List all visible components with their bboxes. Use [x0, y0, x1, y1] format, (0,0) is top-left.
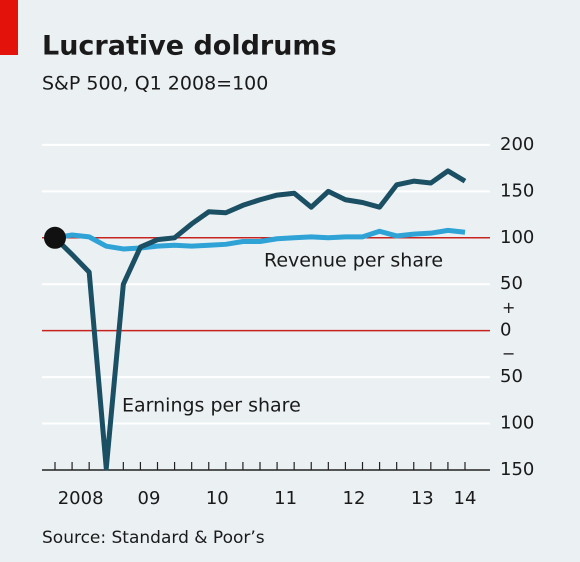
- x-tick-label: 09: [138, 488, 161, 509]
- zero-minus: −: [502, 344, 515, 363]
- y-tick-label: 100: [500, 227, 534, 248]
- source: Source: Standard & Poor’s: [42, 528, 265, 548]
- series-line: [53, 168, 467, 471]
- series-label: Earnings per share: [122, 395, 301, 417]
- zero-plus: +: [502, 298, 515, 317]
- y-tick-label: 150: [500, 180, 534, 201]
- y-tick-label: 100: [500, 413, 534, 434]
- chart-subtitle: S&P 500, Q1 2008=100: [42, 73, 268, 95]
- start-dot: [44, 226, 66, 249]
- y-tick-label: 50: [500, 273, 523, 294]
- y-tick-label: 50: [500, 366, 523, 387]
- y-tick-label: 0: [500, 320, 511, 341]
- y-tick-label: 150: [500, 459, 534, 480]
- series-line: [54, 227, 466, 252]
- y-tick-label: 200: [500, 134, 534, 155]
- x-tick-label: 12: [343, 488, 366, 509]
- series-label: Revenue per share: [264, 250, 443, 272]
- x-tick-label: 10: [206, 488, 229, 509]
- chart-title: Lucrative doldrums: [42, 31, 337, 62]
- x-tick-label: 13: [411, 488, 434, 509]
- x-tick-label: 14: [454, 488, 477, 509]
- x-tick-label: 11: [274, 488, 297, 509]
- x-tick-label: 2008: [58, 488, 104, 509]
- red-tag: [0, 0, 18, 55]
